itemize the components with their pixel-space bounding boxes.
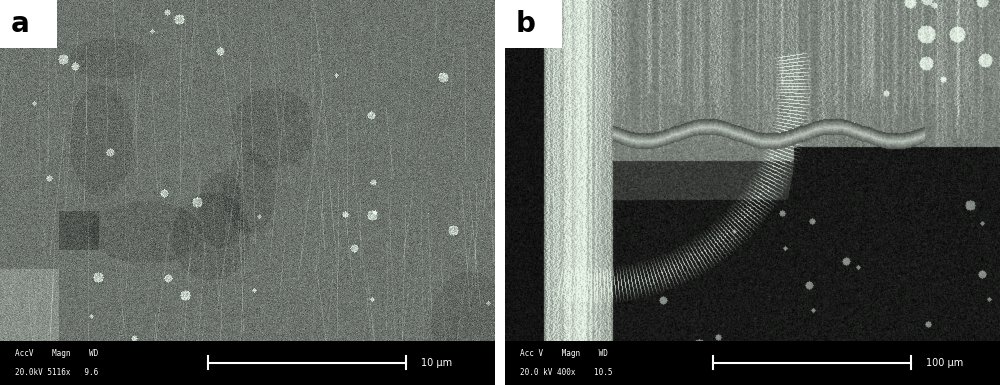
Bar: [0, 0, 57, 48]
Text: b: b: [516, 10, 536, 38]
Bar: [0, 341, 495, 385]
Text: 20.0kV 5116x   9.6: 20.0kV 5116x 9.6: [15, 368, 98, 377]
Text: 10 μm: 10 μm: [421, 358, 452, 368]
Bar: [505, 341, 1000, 385]
Text: Acc V    Magn    WD: Acc V Magn WD: [520, 348, 608, 358]
Bar: [505, 0, 562, 48]
Text: 100 μm: 100 μm: [926, 358, 963, 368]
Text: a: a: [11, 10, 30, 38]
Text: 20.0 kV 400x    10.5: 20.0 kV 400x 10.5: [520, 368, 612, 377]
Text: AccV    Magn    WD: AccV Magn WD: [15, 348, 98, 358]
